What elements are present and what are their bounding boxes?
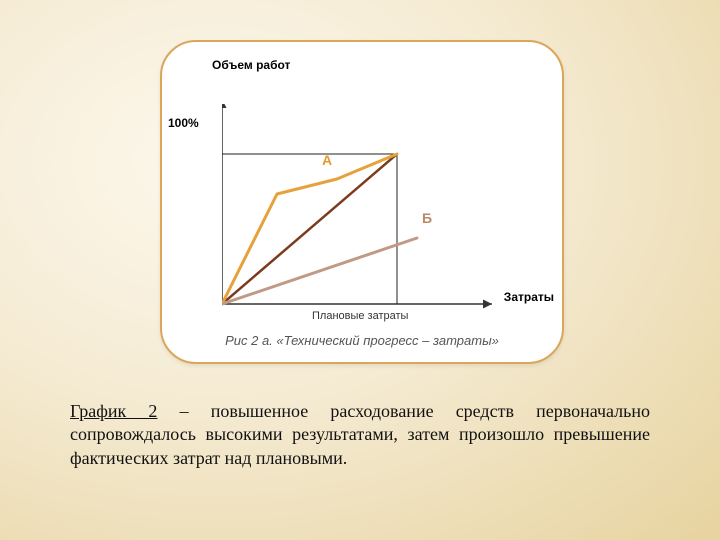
- slide: Объем работ 100%: [0, 0, 720, 540]
- description-paragraph: График 2 – повышенное расходование средс…: [70, 400, 650, 470]
- hundred-percent-label: 100%: [168, 116, 199, 130]
- chart-area: А Б: [222, 104, 502, 304]
- chart-svg: [222, 104, 502, 314]
- series-b-label: Б: [422, 210, 432, 226]
- series-a-label: А: [322, 152, 332, 168]
- plan-costs-label: Плановые затраты: [312, 310, 408, 322]
- y-axis-title: Объем работ: [212, 58, 290, 72]
- figure-caption: Рис 2 а. «Технический прогресс – затраты…: [162, 333, 562, 348]
- description-body: – повышенное расходование средств первон…: [70, 401, 650, 468]
- series-diag: [222, 154, 397, 304]
- chart-card: Объем работ 100%: [160, 40, 564, 364]
- description-lead: График 2: [70, 401, 157, 421]
- x-axis-title: Затраты: [504, 290, 554, 304]
